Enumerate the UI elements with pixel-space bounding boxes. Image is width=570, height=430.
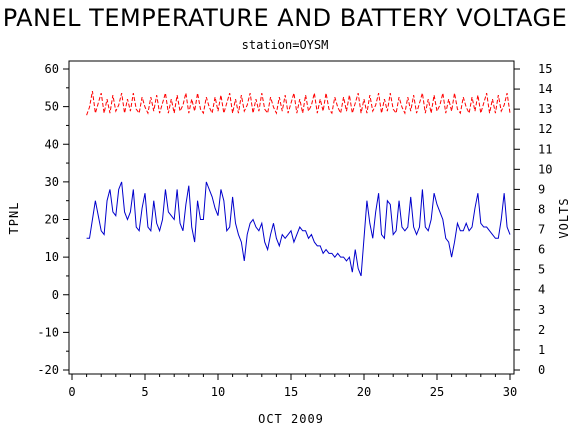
y-right-tick-label: 8 — [538, 202, 545, 216]
y-right-tick-label: 11 — [538, 142, 552, 156]
x-axis-label: OCT 2009 — [258, 412, 324, 426]
x-tick-label: 10 — [211, 385, 225, 399]
chart-title: PANEL TEMPERATURE AND BATTERY VOLTAGE — [2, 4, 568, 32]
y-left-tick-label: 40 — [45, 137, 59, 151]
y-right-tick-label: 12 — [538, 122, 552, 136]
y-left-tick-label: 60 — [45, 62, 59, 76]
y-left-tick-label: 50 — [45, 100, 59, 114]
y-axis-left: -20 -10 0 10 20 30 40 50 60 — [37, 62, 69, 377]
y-right-tick-label: 5 — [538, 263, 545, 277]
y-left-tick-label: -10 — [37, 325, 59, 339]
y-right-tick-label: 10 — [538, 162, 552, 176]
y-left-tick-label: 10 — [45, 250, 59, 264]
x-tick-label: 0 — [68, 385, 75, 399]
y-left-tick-label: 30 — [45, 175, 59, 189]
x-tick-label: 30 — [503, 385, 517, 399]
x-axis: 0 5 10 15 20 25 30 — [68, 374, 517, 399]
series-group — [86, 90, 511, 277]
y-right-tick-label: 1 — [538, 343, 545, 357]
y-right-tick-label: 9 — [538, 182, 545, 196]
y-right-tick-label: 0 — [538, 363, 545, 377]
y-left-tick-label: -20 — [37, 363, 59, 377]
y-right-tick-label: 3 — [538, 303, 545, 317]
y-right-tick-label: 15 — [538, 62, 552, 76]
y-axis-label-left: TPNL — [7, 202, 21, 235]
y-right-tick-label: 2 — [538, 323, 545, 337]
y-right-tick-label: 6 — [538, 243, 545, 257]
y-left-tick-label: 20 — [45, 213, 59, 227]
volts-series-line — [86, 90, 511, 116]
tpnl-series-line — [86, 181, 511, 277]
y-right-tick-label: 13 — [538, 102, 552, 116]
x-tick-label: 25 — [430, 385, 444, 399]
y-right-tick-label: 7 — [538, 223, 545, 237]
x-tick-label: 15 — [284, 385, 298, 399]
x-tick-label: 5 — [141, 385, 148, 399]
y-right-tick-label: 4 — [538, 283, 545, 297]
y-right-tick-label: 14 — [538, 82, 552, 96]
y-axis-label-right: VOLTS — [557, 197, 570, 238]
y-left-tick-label: 0 — [52, 288, 59, 302]
chart-subtitle: station=OYSM — [241, 38, 329, 52]
x-tick-label: 20 — [357, 385, 371, 399]
